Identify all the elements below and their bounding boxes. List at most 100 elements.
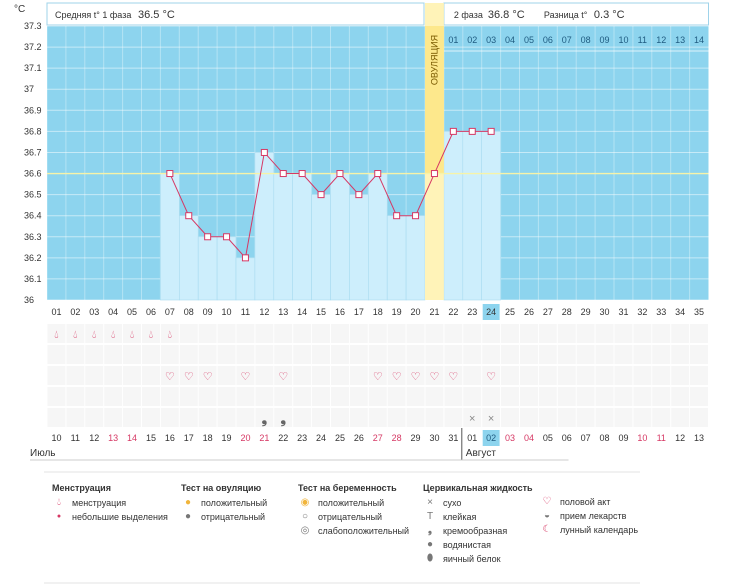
grid-cell	[293, 408, 312, 427]
grid-cell	[538, 324, 557, 343]
temperature-bar	[292, 173, 312, 301]
grid-cell	[104, 408, 123, 427]
calendar-date-label: 13	[108, 433, 118, 443]
phase2-day-label: 07	[562, 35, 572, 45]
current-day-highlight	[482, 304, 500, 320]
grid-cell	[520, 345, 538, 364]
cycle-day-label: 16	[335, 307, 345, 317]
calendar-date-label: 09	[618, 433, 628, 443]
legend-item: клейкая	[443, 512, 477, 522]
cycle-day-label: 18	[373, 307, 383, 317]
grid-cell	[217, 345, 236, 364]
grid-cell	[614, 324, 633, 343]
cycle-day-label: 27	[543, 307, 553, 317]
legend-other: ♡ половой акт ◒ прием лекарств ☾ лунный кал…	[540, 495, 639, 537]
grid-cell	[595, 366, 614, 385]
comma-icon: ❟	[262, 410, 268, 427]
grid-cell	[198, 408, 217, 427]
grid-cell	[236, 408, 255, 427]
grid-cell	[331, 324, 349, 343]
heart-icon: ♡	[486, 371, 496, 383]
ovulation-label: ОВУЛЯЦИЯ	[429, 35, 439, 85]
grid-cell	[236, 366, 255, 385]
calendar-date-label: 06	[562, 433, 572, 443]
legend-item: водянистая	[443, 540, 492, 550]
calendar-date-label: 11	[71, 433, 80, 443]
cycle-day-label: 14	[297, 307, 307, 317]
grid-cell	[217, 408, 236, 427]
temperature-point	[374, 170, 382, 178]
calendar-date-label: 25	[335, 433, 345, 443]
grid-cell	[520, 408, 538, 427]
temperature-point	[223, 233, 231, 241]
grid-cell	[652, 387, 671, 406]
legend-item: половой акт	[560, 497, 611, 507]
grid-cell	[557, 324, 576, 343]
grid-cell	[160, 408, 179, 427]
drop-icon: 💧︎	[168, 329, 172, 341]
grid-cell	[104, 345, 123, 364]
y-tick-label: 36.7	[24, 147, 42, 157]
cycle-day-label: 08	[184, 307, 194, 317]
grid-cell	[66, 345, 85, 364]
grid-cell	[444, 387, 463, 406]
calendar-date-label: 27	[373, 433, 383, 443]
grid-cell	[331, 387, 349, 406]
grid-cell	[633, 345, 652, 364]
grid-cell	[406, 408, 425, 427]
temperature-point	[204, 233, 212, 241]
calendar-date-label: 24	[316, 433, 326, 443]
phase1-label: Средняя t° 1 фаза	[55, 10, 131, 20]
calendar-date-label: 12	[675, 433, 685, 443]
grid-cell	[501, 366, 519, 385]
grid-cell	[123, 366, 141, 385]
grid-cell	[595, 408, 614, 427]
grid-cell	[576, 408, 595, 427]
cycle-day-label: 12	[259, 307, 269, 317]
temperature-bar	[405, 215, 426, 301]
temperature-bar	[311, 194, 331, 301]
grid-cell	[274, 324, 293, 343]
temperature-point	[355, 191, 363, 199]
grid-cell	[463, 324, 482, 343]
cycle-day-label: 34	[675, 307, 685, 317]
moon-icon: ☾	[542, 524, 552, 535]
grid-cell	[47, 408, 66, 427]
grid-cell	[652, 408, 671, 427]
grid-cell	[671, 324, 690, 343]
cycle-day-label: 21	[429, 307, 439, 317]
legend-ovulation-test-title: Тест на овуляцию	[181, 483, 262, 493]
grid-cell	[482, 345, 501, 364]
grid-cell	[463, 366, 482, 385]
temperature-point	[279, 170, 287, 178]
grid-cell	[160, 324, 179, 343]
grid-cell	[671, 345, 690, 364]
y-tick-label: 36.2	[24, 253, 42, 263]
grid-cell	[66, 366, 85, 385]
calendar-date-label: 13	[694, 433, 704, 443]
grid-cell	[387, 366, 406, 385]
grid-cell	[142, 387, 160, 406]
grid-cell	[614, 408, 633, 427]
calendar-date-label: 10	[637, 433, 647, 443]
grid-cell	[349, 366, 368, 385]
cycle-day-label: 31	[618, 307, 628, 317]
grid-cell	[312, 324, 330, 343]
grid-cell	[463, 345, 482, 364]
grid-cell	[312, 387, 330, 406]
grid-cell	[557, 387, 576, 406]
pill-icon: ◒	[543, 510, 551, 521]
phase2-day-label: 14	[694, 35, 704, 45]
grid-cell	[293, 324, 312, 343]
grid-cell	[274, 345, 293, 364]
calendar-date-label: 31	[448, 433, 458, 443]
grid-cell	[595, 387, 614, 406]
cycle-day-label: 22	[448, 307, 458, 317]
grid-cell	[501, 345, 519, 364]
legend-item: кремообразная	[443, 526, 508, 536]
drop-icon: 💧︎	[111, 329, 115, 341]
legend-ovulation-test: Тест на овуляцию ● положительный ● отрицат…	[181, 481, 267, 524]
cycle-day-label: 02	[70, 307, 80, 317]
